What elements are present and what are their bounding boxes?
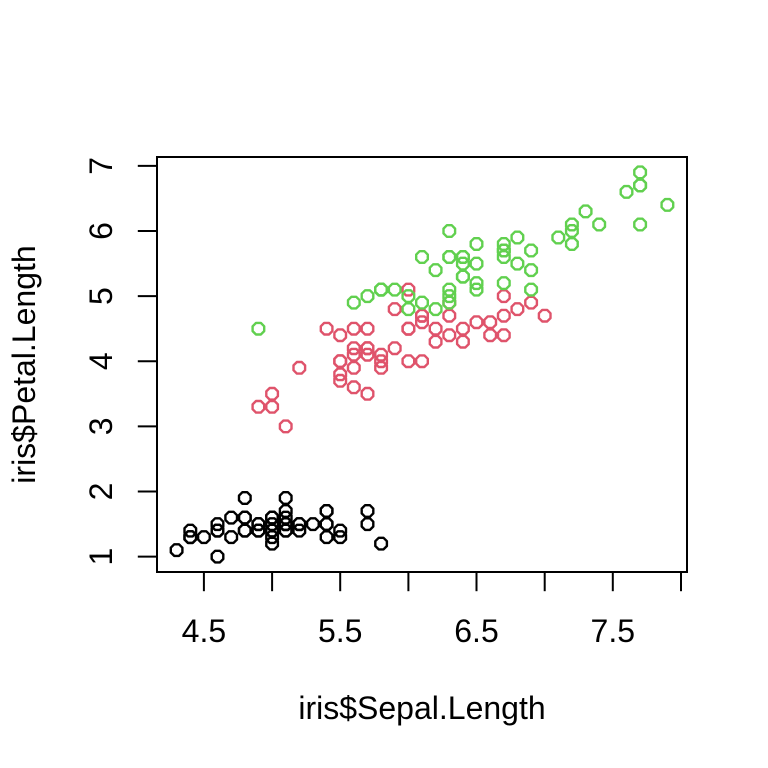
svg-text:4.5: 4.5 — [182, 613, 226, 649]
svg-text:6: 6 — [83, 222, 119, 240]
svg-text:6.5: 6.5 — [454, 613, 498, 649]
svg-text:7: 7 — [83, 157, 119, 175]
svg-text:3: 3 — [83, 418, 119, 436]
svg-text:7.5: 7.5 — [591, 613, 635, 649]
svg-text:iris$Sepal.Length: iris$Sepal.Length — [298, 690, 545, 726]
svg-text:4: 4 — [83, 352, 119, 370]
svg-text:iris$Petal.Length: iris$Petal.Length — [6, 245, 42, 483]
svg-text:5: 5 — [83, 287, 119, 305]
svg-text:5.5: 5.5 — [318, 613, 362, 649]
svg-text:2: 2 — [83, 483, 119, 501]
svg-text:1: 1 — [83, 548, 119, 566]
